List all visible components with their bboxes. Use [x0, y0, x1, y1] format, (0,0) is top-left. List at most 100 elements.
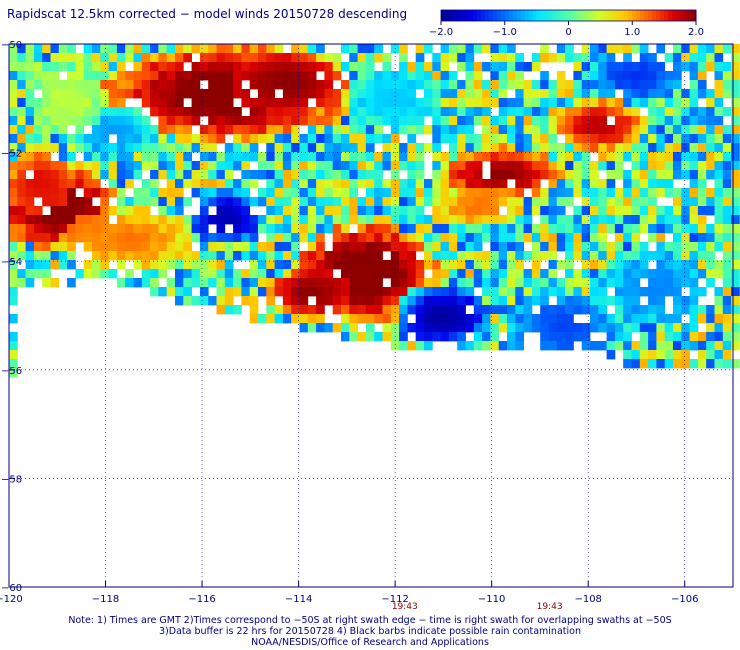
heatmap-cell [689, 89, 699, 99]
heatmap-cell [233, 305, 242, 315]
heatmap-cell [631, 233, 641, 243]
heatmap-cell [100, 125, 109, 135]
heatmap-cell [158, 161, 168, 171]
heatmap-cell [639, 89, 649, 99]
heatmap-cell [614, 161, 624, 171]
heatmap-cell [515, 332, 524, 342]
heatmap-cell [540, 53, 549, 63]
heatmap-cell [556, 224, 566, 234]
heatmap-cell [681, 224, 690, 234]
heatmap-cell [415, 116, 425, 126]
heatmap-cell [573, 71, 583, 81]
heatmap-cell [614, 62, 624, 72]
heatmap-cell [548, 134, 558, 144]
heatmap-cell [623, 107, 632, 117]
heatmap-cell [349, 152, 358, 162]
heatmap-cell [581, 53, 591, 63]
heatmap-cell [697, 89, 707, 99]
heatmap-cell [548, 107, 558, 117]
heatmap-cell [457, 215, 466, 225]
heatmap-cell [349, 44, 358, 54]
heatmap-cell [150, 233, 159, 243]
heatmap-cell [731, 242, 740, 252]
heatmap-cell [50, 242, 60, 252]
heatmap-cell [432, 80, 441, 90]
heatmap-cell [623, 323, 632, 333]
heatmap-cell [706, 206, 715, 216]
heatmap-cell [291, 143, 300, 153]
heatmap-cell [33, 62, 43, 72]
heatmap-cell [623, 89, 632, 99]
heatmap-cell [166, 170, 176, 180]
heatmap-cell [141, 233, 151, 243]
heatmap-cell [656, 224, 666, 234]
heatmap-cell [415, 161, 425, 171]
heatmap-cell [42, 215, 51, 225]
heatmap-cell [664, 269, 674, 279]
heatmap-cell [623, 170, 632, 180]
heatmap-cell [83, 62, 93, 72]
heatmap-cell [639, 152, 649, 162]
heatmap-cell [199, 107, 209, 117]
heatmap-cell [108, 89, 118, 99]
heatmap-cell [432, 287, 441, 297]
heatmap-cell [92, 152, 101, 162]
heatmap-cell [141, 215, 151, 225]
heatmap-cell [623, 251, 632, 261]
heatmap-cell [714, 215, 724, 225]
heatmap-cell [548, 80, 558, 90]
heatmap-cell [141, 89, 151, 99]
heatmap-cell [648, 278, 657, 288]
heatmap-cell [540, 233, 549, 243]
heatmap-cell [623, 224, 632, 234]
heatmap-cell [191, 143, 201, 153]
heatmap-cell [706, 107, 715, 117]
heatmap-cell [191, 188, 201, 198]
heatmap-cell [631, 341, 641, 351]
heatmap-cell [349, 80, 358, 90]
heatmap-cell [490, 125, 500, 135]
heatmap-cell [100, 53, 109, 63]
heatmap-cell [324, 170, 334, 180]
heatmap-cell [614, 134, 624, 144]
heatmap-cell [590, 206, 599, 216]
heatmap-cell [241, 296, 251, 306]
heatmap-cell [116, 107, 126, 117]
heatmap-cell [374, 107, 383, 117]
heatmap-cell [382, 116, 392, 126]
heatmap-cell [565, 53, 574, 63]
heatmap-cell [507, 287, 516, 297]
colorbar-swatch [464, 10, 470, 21]
heatmap-cell [133, 233, 143, 243]
heatmap-cell [581, 62, 591, 72]
heatmap-cell [249, 278, 259, 288]
heatmap-cell [540, 116, 549, 126]
heatmap-cell [341, 224, 350, 234]
heatmap-cell [191, 215, 201, 225]
heatmap-cell [523, 314, 533, 324]
heatmap-cell [233, 287, 242, 297]
heatmap-cell [556, 341, 566, 351]
heatmap-cell [465, 260, 475, 270]
heatmap-cell [216, 305, 226, 315]
heatmap-cell [274, 224, 284, 234]
heatmap-cell [216, 296, 226, 306]
heatmap-cell [341, 215, 350, 225]
heatmap-cell [282, 251, 292, 261]
heatmap-cell [490, 71, 500, 81]
heatmap-cell [731, 98, 740, 108]
heatmap-cell [507, 80, 516, 90]
heatmap-cell [689, 242, 699, 252]
heatmap-cell [614, 260, 624, 270]
heatmap-cell [175, 143, 184, 153]
heatmap-cell [58, 224, 68, 234]
heatmap-cell [515, 98, 524, 108]
heatmap-cell [448, 305, 458, 315]
heatmap-cell [266, 251, 275, 261]
heatmap-cell [208, 188, 217, 198]
heatmap-cell [241, 179, 251, 189]
heatmap-cell [183, 44, 192, 54]
heatmap-cell [631, 287, 641, 297]
heatmap-cell [374, 287, 383, 297]
heatmap-cell [432, 152, 441, 162]
